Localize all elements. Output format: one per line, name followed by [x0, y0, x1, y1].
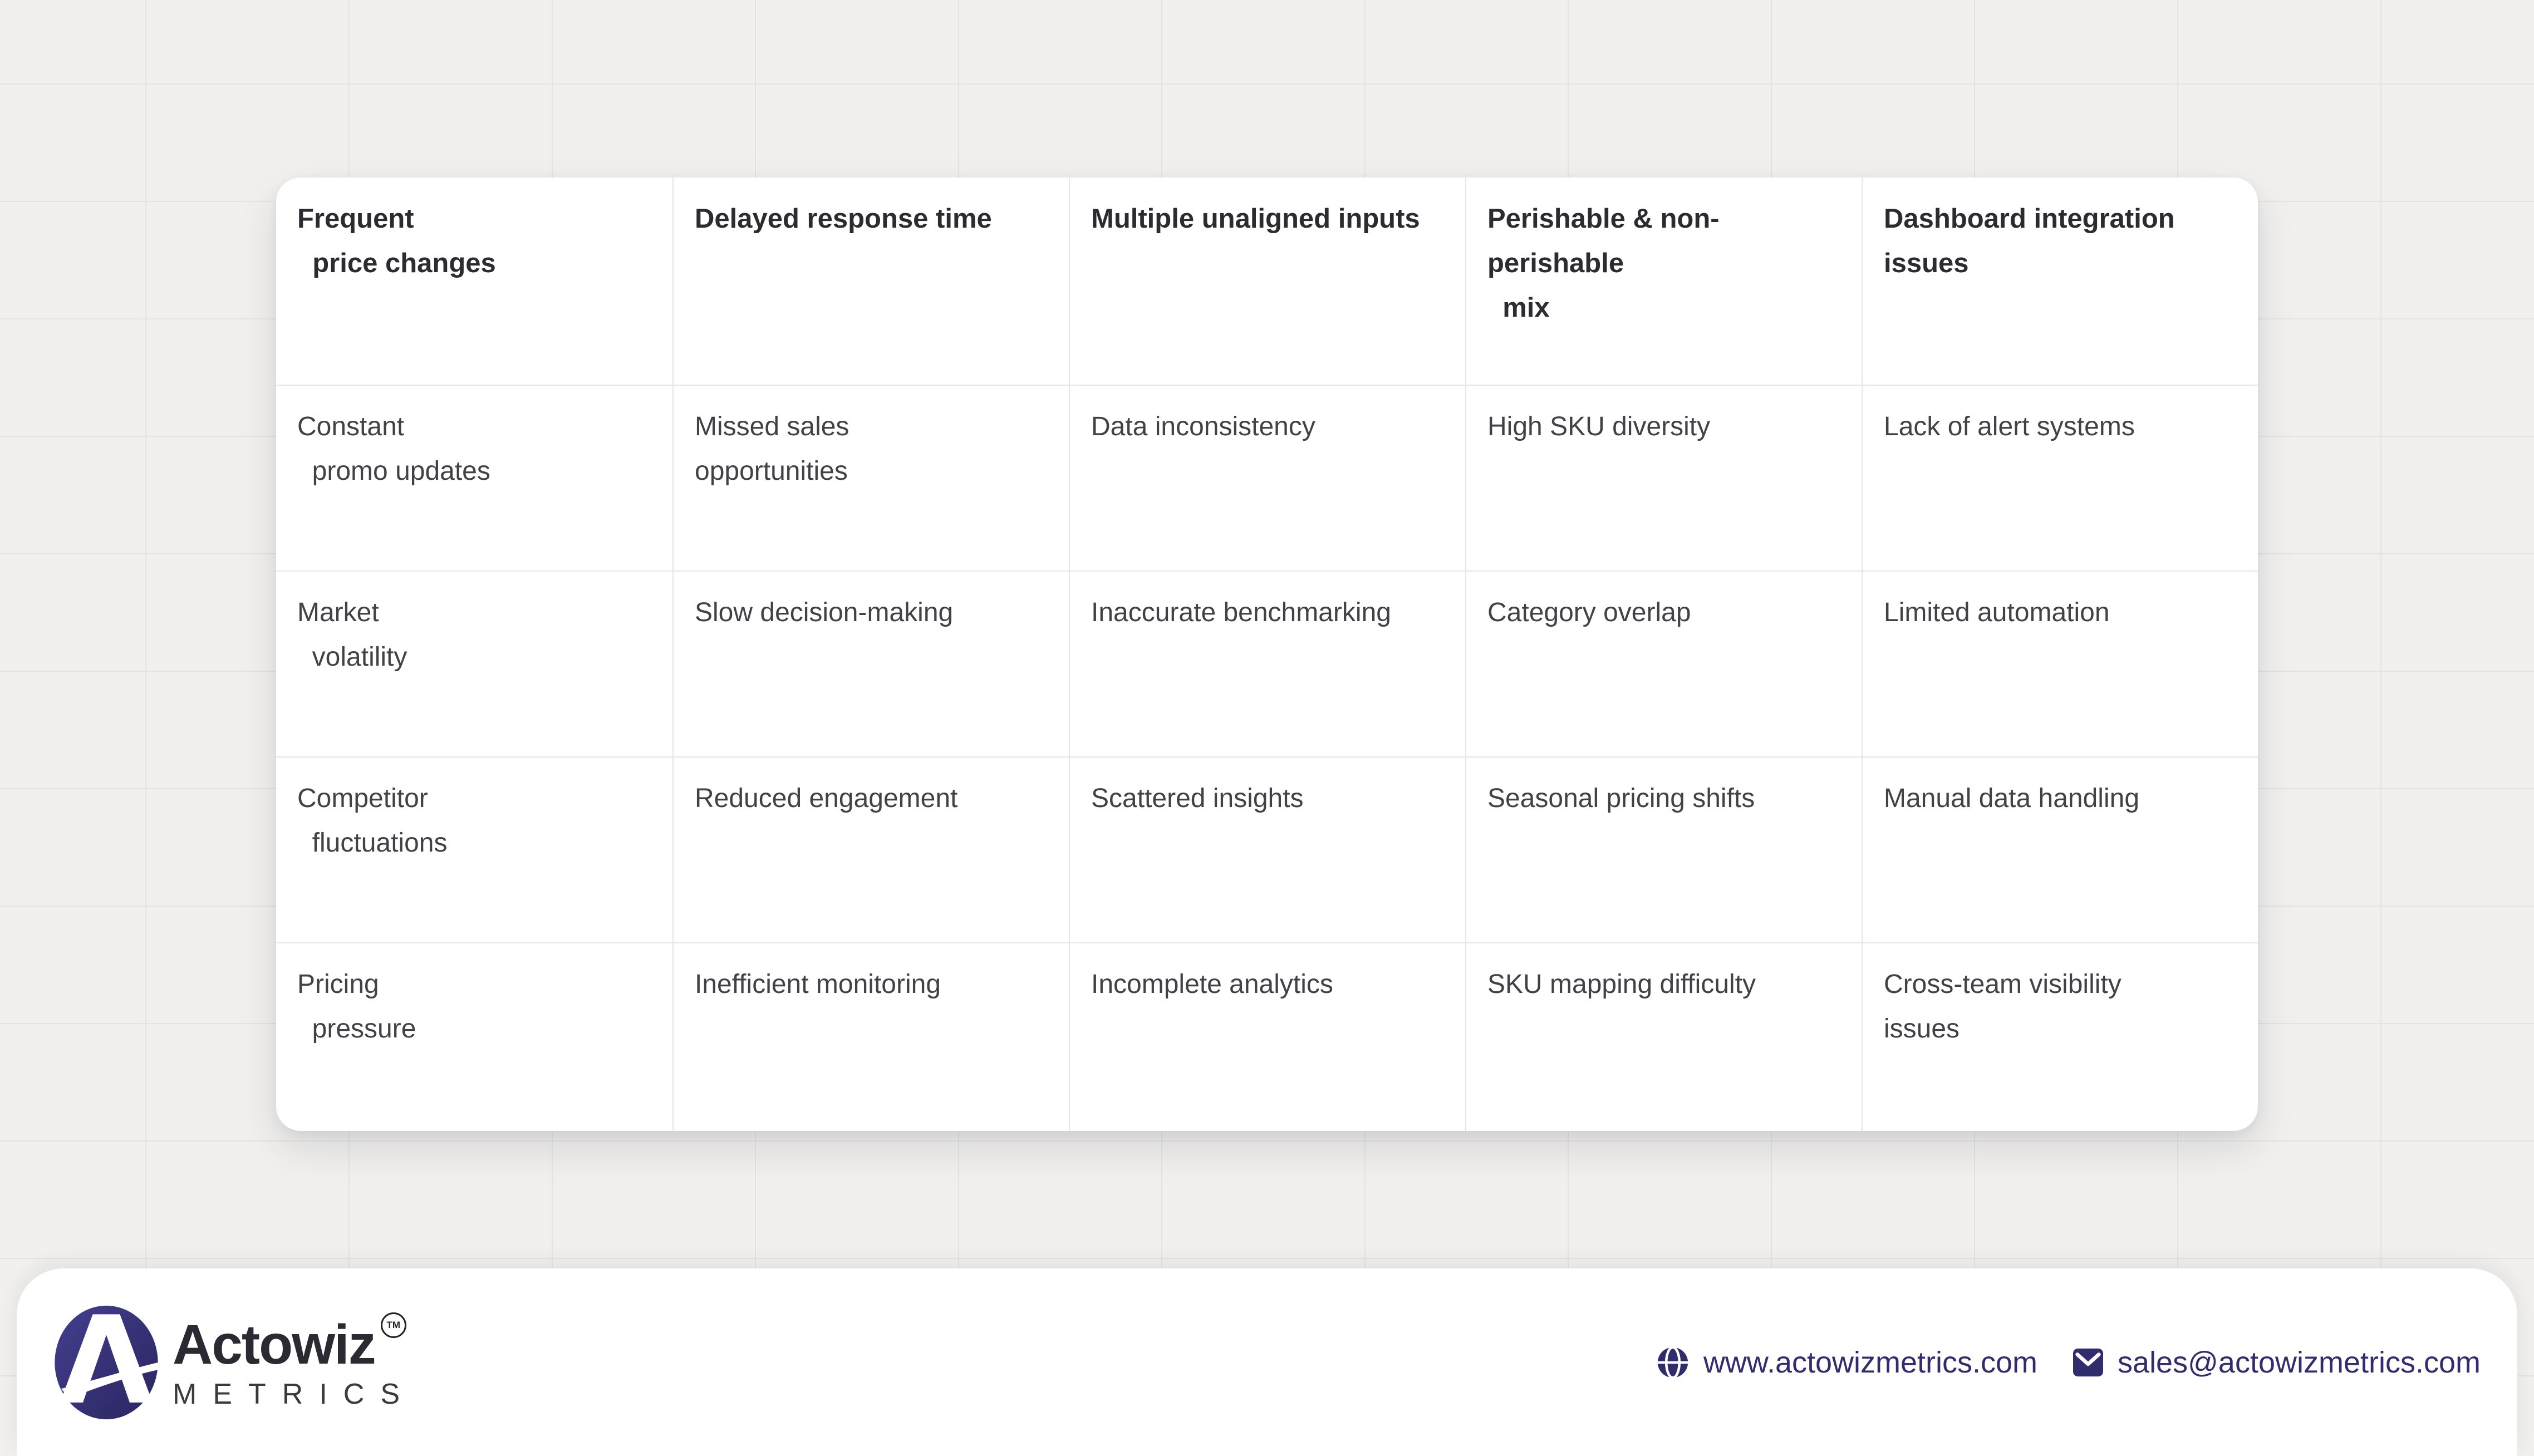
email-link[interactable]: sales@actowizmetrics.com [2118, 1345, 2481, 1379]
table-cell: Slow decision-making [672, 570, 1069, 756]
table-cell: Incomplete analytics [1069, 942, 1465, 1131]
column-header: Frequent price changes [297, 204, 496, 278]
brand-name: Actowiz [173, 1314, 376, 1376]
website-link[interactable]: www.actowizmetrics.com [1703, 1345, 2038, 1379]
column-header: Perishable & non- perishable mix [1465, 178, 1862, 385]
column-header: Dashboard integration issues [1862, 178, 2258, 385]
table-cell: Competitor fluctuations [276, 756, 672, 942]
table-cell: Cross-team visibility issues [1862, 942, 2258, 1131]
column-header: Multiple unaligned inputs [1069, 178, 1465, 385]
table-cell: High SKU diversity [1465, 385, 1862, 570]
table-cell: Missed sales opportunities [672, 385, 1069, 570]
table-cell: Constant promo updates [276, 385, 672, 570]
table-cell: Inaccurate benchmarking [1069, 570, 1465, 756]
globe-icon [1657, 1346, 1688, 1379]
table-cell: Category overlap [1465, 570, 1862, 756]
table-cell: Inefficient monitoring [672, 942, 1069, 1131]
contact-links: www.actowizmetrics.com sales@actowizmetr… [1657, 1346, 2481, 1379]
table-cell: Lack of alert systems [1862, 385, 2258, 570]
table-cell: Seasonal pricing shifts [1465, 756, 1862, 942]
column-header: Delayed response time [672, 178, 1069, 385]
table-cell: Limited automation [1862, 570, 2258, 756]
actowiz-logo-icon: Λ [55, 1305, 158, 1420]
brand-tagline: METRICS [173, 1378, 416, 1410]
brand-text: Actowiz TM METRICS [173, 1312, 416, 1410]
table-cell: Reduced engagement [672, 756, 1069, 942]
brand-logo: Λ Actowiz TM METRICS [53, 1305, 416, 1420]
table-cell: Data inconsistency [1069, 385, 1465, 570]
trademark-badge: TM [380, 1312, 406, 1338]
website-contact: www.actowizmetrics.com [1657, 1346, 2037, 1379]
table-cell: Manual data handling [1862, 756, 2258, 942]
email-contact: sales@actowizmetrics.com [2073, 1346, 2481, 1379]
footer: Λ Actowiz TM METRICS www.actowizmetrics.… [17, 1268, 2517, 1456]
mail-icon [2073, 1348, 2104, 1376]
table-cell: Pricing pressure [276, 942, 672, 1131]
svg-text:Λ: Λ [60, 1305, 153, 1420]
table-cell: Scattered insights [1069, 756, 1465, 942]
challenges-table: Frequent price changes Delayed response … [276, 178, 2258, 1131]
table-cell: SKU mapping difficulty [1465, 942, 1862, 1131]
table-cell: Market volatility [276, 570, 672, 756]
